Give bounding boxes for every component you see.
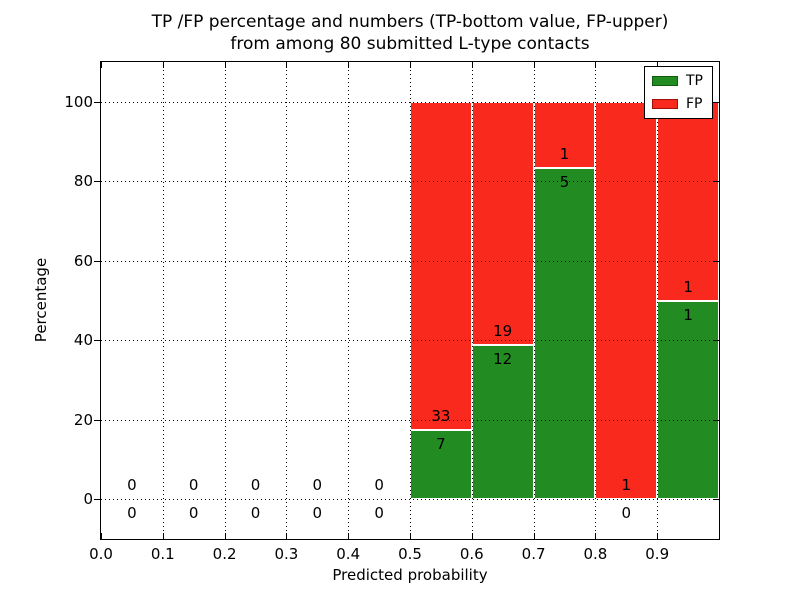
bar-count-label-fp: 0	[127, 476, 137, 495]
gridline-x	[162, 62, 164, 539]
bar-labels-layer: 0 0 0 0 0 0 0 0 0 0 33 7 19 12 1 5 1 0 1 1	[101, 62, 719, 539]
bar-count-label-tp: 0	[250, 504, 261, 523]
gridline-x	[348, 62, 350, 539]
bar-segment-tp	[410, 429, 472, 500]
x-tick-label: 0.2	[212, 545, 237, 563]
y-tick-mark-left	[94, 340, 100, 342]
x-tick-label: 0.3	[274, 545, 299, 563]
gridline-x	[533, 62, 535, 539]
plot-area: 0 0 0 0 0 0 0 0 0 0 33 7 19 12 1 5 1 0 1 1	[100, 61, 720, 540]
x-tick-mark-bottom	[101, 533, 102, 539]
bar-count-label-fp: 19	[493, 322, 513, 341]
x-tick-mark-bottom	[471, 533, 473, 539]
x-tick-mark-top	[286, 62, 288, 68]
chart-title-line2: from among 80 submitted L-type contacts	[230, 34, 590, 54]
bar-count-label-tp: 0	[621, 504, 632, 523]
x-tick-label: 0.4	[336, 545, 361, 563]
y-tick-mark-right	[713, 499, 719, 501]
bar-count-label-tp: 1	[683, 305, 693, 324]
x-tick-mark-top	[657, 62, 659, 68]
chart-title: TP /FP percentage and numbers (TP-bottom…	[101, 11, 719, 55]
bar-count-label-fp: 0	[312, 476, 323, 495]
y-tick-label: 20	[73, 410, 93, 429]
gridline-x	[595, 62, 597, 539]
y-tick-mark-left	[94, 101, 100, 103]
bar-segment-tp	[657, 300, 719, 500]
bar-count-label-fp: 0	[374, 476, 384, 495]
y-tick-label: 0	[83, 490, 93, 509]
x-tick-mark-top	[595, 62, 597, 68]
bar-count-label-fp: 0	[250, 476, 261, 495]
x-tick-mark-top	[224, 62, 226, 68]
bar-count-label-tp: 0	[312, 504, 323, 523]
x-tick-label: 0.5	[398, 545, 422, 563]
x-tick-mark-top	[410, 62, 411, 68]
grid-layer	[101, 62, 719, 539]
x-tick-mark-bottom	[286, 533, 288, 539]
bar-segment-fp	[471, 101, 534, 346]
gridline-x	[224, 62, 226, 539]
y-tick-mark-left	[94, 499, 100, 501]
legend-label: FP	[686, 96, 703, 112]
legend: TP FP	[644, 66, 713, 119]
legend-swatch-fp	[652, 99, 678, 109]
y-tick-mark-left	[94, 181, 100, 183]
y-tick-mark-left	[94, 419, 100, 421]
chart-title-line1: TP /FP percentage and numbers (TP-bottom…	[151, 12, 669, 32]
bar-count-label-tp: 5	[559, 173, 570, 191]
y-tick-label: 100	[64, 92, 93, 111]
x-tick-mark-top	[348, 62, 350, 68]
x-tick-mark-top	[162, 62, 164, 68]
gridline-x	[286, 62, 288, 539]
y-tick-label: 60	[73, 251, 93, 270]
bar-count-label-fp: 1	[683, 277, 693, 296]
x-tick-mark-bottom	[224, 533, 226, 539]
x-tick-mark-top	[471, 62, 473, 68]
legend-entry: FP	[652, 97, 703, 111]
x-tick-mark-bottom	[595, 533, 597, 539]
x-tick-label: 0.9	[645, 545, 670, 563]
x-tick-mark-bottom	[162, 533, 164, 539]
y-tick-mark-right	[713, 419, 719, 421]
bar-count-label-tp: 12	[493, 350, 513, 369]
legend-entry: TP	[652, 74, 703, 88]
y-tick-mark-right	[713, 181, 719, 183]
inner-ticks-layer	[101, 62, 719, 539]
bar-count-label-fp: 33	[431, 406, 451, 425]
bar-count-label-fp: 0	[188, 476, 199, 495]
y-axis-label: Percentage	[32, 257, 50, 343]
y-tick-mark-left	[94, 260, 100, 262]
x-tick-mark-bottom	[533, 533, 535, 539]
x-tick-mark-bottom	[410, 533, 411, 539]
bars-layer	[101, 62, 719, 539]
y-tick-mark-right	[713, 340, 719, 342]
y-tick-label: 40	[73, 331, 93, 350]
bar-segment-fp	[410, 101, 472, 430]
bar-count-label-fp: 1	[621, 476, 632, 495]
legend-swatch-tp	[652, 76, 678, 86]
bar-count-label-tp: 0	[127, 504, 137, 523]
gridline-x	[657, 62, 659, 539]
x-tick-label: 0.0	[89, 545, 113, 563]
x-tick-mark-top	[101, 62, 102, 68]
y-tick-mark-right	[713, 260, 719, 262]
gridline-x	[410, 62, 411, 539]
x-tick-mark-bottom	[657, 533, 659, 539]
x-tick-label: 0.7	[521, 545, 546, 563]
y-tick-mark-right	[713, 101, 719, 103]
bar-count-label-tp: 7	[436, 434, 446, 453]
bar-count-label-tp: 0	[374, 504, 384, 523]
bar-count-label-fp: 1	[559, 145, 570, 163]
x-tick-label: 0.1	[150, 545, 175, 563]
legend-label: TP	[686, 73, 703, 89]
bar-count-label-tp: 0	[188, 504, 199, 523]
gridline-x	[471, 62, 473, 539]
x-tick-label: 0.8	[583, 545, 608, 563]
x-tick-label: 0.6	[459, 545, 484, 563]
x-axis-label: Predicted probability	[332, 566, 488, 584]
y-tick-label: 80	[73, 172, 93, 191]
x-tick-mark-top	[533, 62, 535, 68]
x-tick-mark-bottom	[348, 533, 350, 539]
